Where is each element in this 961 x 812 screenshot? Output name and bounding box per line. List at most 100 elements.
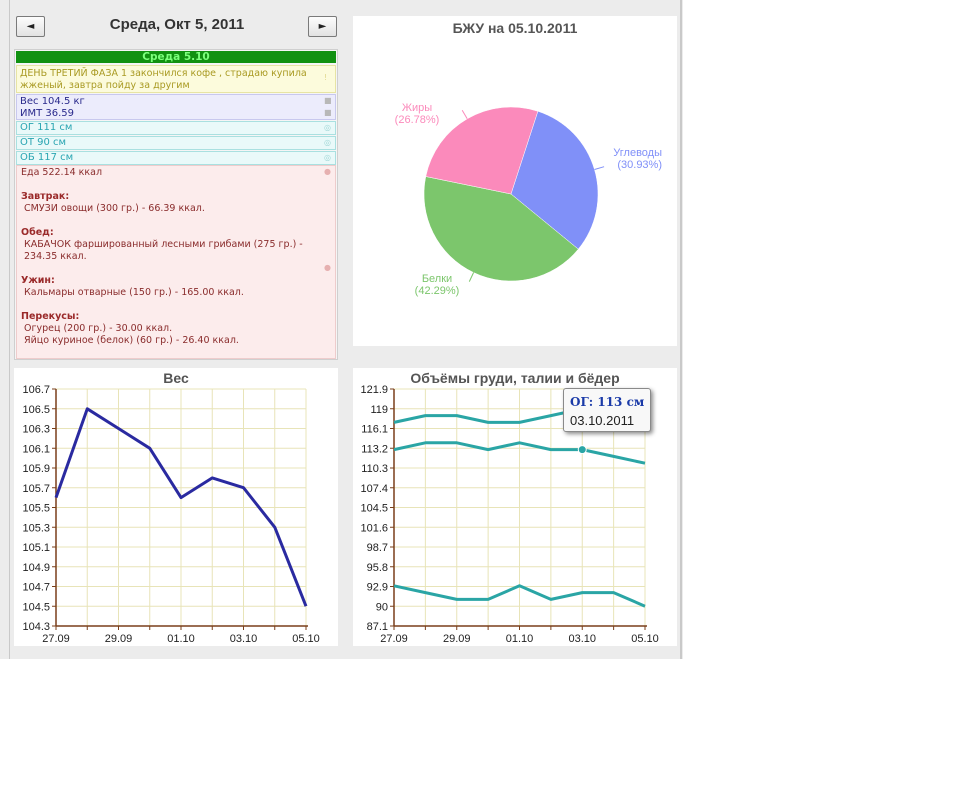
pie-connector: [461, 109, 468, 120]
pie-chart: Углеводы(30.93%) Белки(42.29%) Жиры(26.78%…: [395, 102, 662, 297]
x-tick-label: 27.09: [380, 633, 408, 645]
y-tick-label: 104.3: [22, 621, 50, 633]
chest-volume[interactable]: ОГ 111 см ◎: [16, 121, 336, 135]
y-tick-label: 104.5: [360, 503, 388, 515]
x-tick-label: 03.10: [568, 633, 596, 645]
prev-day-button[interactable]: ◄: [16, 16, 45, 37]
pie-connector: [594, 166, 605, 170]
weight-block[interactable]: Вес 104.5 кг ИМТ 36.59 ■ ■: [16, 94, 336, 120]
hips-volume-text: ОБ 117 см: [20, 152, 74, 163]
x-tick-label: 03.10: [230, 633, 258, 645]
pie-percent: (42.29%): [415, 285, 460, 297]
x-tick-label: 05.10: [292, 633, 320, 645]
pie-percent: (26.78%): [395, 114, 440, 126]
series-line: [393, 407, 583, 424]
y-tick-label: 104.9: [22, 562, 50, 574]
weight-chart-title: Вес: [163, 370, 189, 386]
bmi-icon[interactable]: ■: [324, 108, 332, 117]
y-tick-label: 113.2: [361, 443, 388, 455]
next-day-button[interactable]: ►: [308, 16, 337, 37]
y-tick-label: 104.5: [22, 601, 50, 613]
meal-item: Яйцо куриное (белок) (60 гр.) - 26.40 кк…: [24, 335, 239, 346]
meal-label-snacks: Перекусы:: [21, 311, 80, 322]
y-tick-label: 105.1: [22, 542, 50, 554]
y-tick-label: 105.3: [22, 522, 50, 534]
apple-icon[interactable]: ●: [324, 263, 331, 272]
y-tick-label: 105.9: [22, 463, 50, 475]
y-tick-label: 106.7: [22, 384, 50, 396]
chart-tooltip: ОГ: 113 см 03.10.2011: [563, 388, 651, 432]
y-tick-label: 90: [376, 601, 388, 613]
y-tick-label: 106.5: [22, 404, 50, 416]
pie-label: Жиры: [402, 102, 432, 114]
weight-value: Вес 104.5 кг: [20, 96, 85, 107]
food-block[interactable]: Еда 522.14 ккал ● ● Завтрак: СМУЗИ овощи…: [16, 165, 336, 359]
waist-volume-text: ОТ 90 см: [20, 137, 67, 148]
pie-label: Белки: [422, 273, 452, 285]
y-tick-label: 106.1: [22, 443, 50, 455]
x-tick-label: 01.10: [167, 633, 195, 645]
tooltip-title: ОГ: 113 см: [570, 395, 645, 409]
tooltip-date: 03.10.2011: [570, 413, 635, 428]
meal-item: Огурец (200 гр.) - 30.00 ккал.: [24, 323, 173, 334]
hips-volume[interactable]: ОБ 117 см ◎: [16, 151, 336, 165]
y-tick-label: 92.9: [367, 582, 388, 594]
app-window: ◄ Среда, Окт 5, 2011 ► Среда 5.10 ДЕНЬ Т…: [0, 0, 683, 659]
tape-icon[interactable]: ◎: [324, 123, 331, 132]
y-tick-label: 119: [370, 404, 388, 416]
left-border: [9, 0, 10, 659]
hover-marker: [577, 445, 587, 455]
y-tick-label: 107.4: [360, 483, 388, 495]
meal-label-dinner: Ужин:: [21, 275, 55, 286]
y-tick-label: 106.3: [22, 424, 50, 436]
x-tick-label: 05.10: [631, 633, 659, 645]
meal-item: СМУЗИ овощи (300 гр.) - 66.39 ккал.: [24, 203, 205, 214]
series-line: [54, 407, 308, 607]
x-tick-label: 01.10: [506, 633, 534, 645]
pie-percent: (30.93%): [617, 159, 662, 171]
y-tick-label: 105.5: [22, 503, 50, 515]
macros-pie-panel: БЖУ на 05.10.2011 Углеводы (30.93%) Белки(…: [353, 16, 677, 346]
date-title: Среда, Окт 5, 2011: [109, 16, 245, 33]
y-tick-label: 98.7: [367, 542, 388, 554]
apple-icon[interactable]: ●: [324, 167, 331, 176]
meal-label-breakfast: Завтрак:: [21, 191, 70, 202]
right-border: [680, 0, 682, 659]
weight-icon[interactable]: ■: [324, 96, 332, 105]
y-tick-label: 87.1: [367, 621, 388, 633]
pie-slice: [425, 106, 539, 195]
tape-icon[interactable]: ◎: [324, 138, 331, 147]
x-tick-label: 29.09: [443, 633, 471, 645]
meal-item: КАБАЧОК фаршированный лесными грибами (2…: [24, 239, 303, 262]
series-line: [393, 441, 646, 465]
y-tick-label: 116.1: [361, 424, 388, 436]
pie-slice: [510, 110, 599, 250]
volumes-chart-title: Объёмы груди, талии и бёдер: [410, 370, 620, 386]
weight-chart-panel: Вес 106.7 106.5 106.3 106.1 105.9 105.7 105.5 1…: [14, 368, 338, 646]
y-tick-label: 110.3: [361, 463, 388, 475]
bmi-value: ИМТ 36.59: [20, 108, 75, 119]
note-text: ДЕНЬ ТРЕТИЙ ФАЗА 1 закончился кофе , стр…: [20, 68, 307, 91]
pie-label: Углеводы: [613, 147, 662, 159]
pie-connector: [468, 272, 475, 282]
x-tick-label: 29.09: [105, 633, 133, 645]
series-line: [393, 584, 646, 608]
food-total: Еда 522.14 ккал: [21, 167, 103, 178]
y-tick-label: 121.9: [360, 384, 388, 396]
meal-item: Кальмары отварные (150 гр.) - 165.00 кка…: [24, 287, 244, 298]
x-tick-label: 27.09: [42, 633, 70, 645]
diary-note[interactable]: ДЕНЬ ТРЕТИЙ ФАЗА 1 закончился кофе , стр…: [16, 65, 336, 93]
y-tick-label: 95.8: [367, 562, 388, 574]
y-tick-label: 104.7: [22, 582, 50, 594]
chest-volume-text: ОГ 111 см: [20, 122, 73, 133]
meal-label-lunch: Обед:: [21, 227, 54, 238]
weight-chart: 106.7 106.5 106.3 106.1 105.9 105.7 105.5 105.3…: [22, 384, 320, 645]
waist-volume[interactable]: ОТ 90 см ◎: [16, 136, 336, 150]
y-tick-label: 101.6: [360, 522, 388, 534]
pie-title: БЖУ на 05.10.2011: [452, 20, 578, 36]
day-header[interactable]: Среда 5.10: [16, 51, 336, 63]
tape-icon[interactable]: ◎: [324, 153, 331, 162]
note-icon[interactable]: !: [324, 73, 328, 82]
y-tick-label: 105.7: [22, 483, 50, 495]
day-diary: Среда 5.10 ДЕНЬ ТРЕТИЙ ФАЗА 1 закончился…: [14, 49, 338, 360]
